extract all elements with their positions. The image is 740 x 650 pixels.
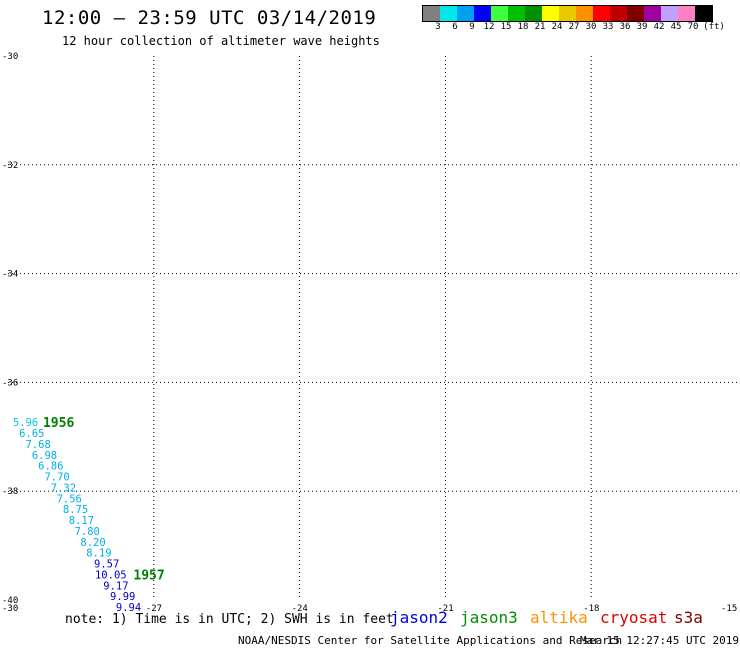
legend-label: 6 — [452, 22, 458, 32]
credit-line: NOAA/NESDIS Center for Satellite Applica… — [238, 634, 623, 647]
wave-height-value: 9.94 — [116, 602, 141, 614]
legend-labels: 3 6 9 12 15 18 21 24 27 30 33 36 39 42 45 70 (ft) — [422, 22, 732, 34]
longitude-label: -24 — [292, 604, 308, 614]
legend-swatch — [644, 6, 661, 21]
wave-height-value: 7.56 — [57, 493, 82, 505]
legend-label: 45 — [670, 22, 682, 32]
satellite-name-cryosat: cryosat — [600, 608, 668, 627]
legend-swatch — [457, 6, 474, 21]
legend-label: 33 — [602, 22, 614, 32]
legend-swatch — [678, 6, 695, 21]
legend-label: 30 — [585, 22, 597, 32]
legend-swatch — [661, 6, 678, 21]
legend-swatch — [423, 6, 440, 21]
wave-height-value: 8.75 — [63, 504, 88, 516]
legend-label: 70 — [687, 22, 699, 32]
latitude-label: -38 — [2, 487, 18, 497]
legend-swatch — [542, 6, 559, 21]
wave-height-color-legend — [422, 5, 713, 22]
legend-label: 42 — [653, 22, 665, 32]
wave-height-value: 9.17 — [103, 580, 128, 592]
satellite-name-jason3: jason3 — [460, 608, 518, 627]
latitude-label: -34 — [2, 270, 18, 280]
pass-time-label: 1956 — [43, 416, 74, 431]
legend-swatch — [695, 6, 712, 21]
legend-swatch — [593, 6, 610, 21]
wave-height-value: 7.32 — [51, 482, 76, 494]
legend-label: 12 — [483, 22, 495, 32]
wave-height-value: 7.80 — [75, 526, 100, 538]
latitude-label: -32 — [2, 161, 18, 171]
legend-swatch — [474, 6, 491, 21]
generated-timestamp: Mar 15 12:27:45 UTC 2019 — [580, 634, 739, 647]
satellite-name-altika: altika — [530, 608, 588, 627]
wave-height-value: 6.65 — [19, 428, 44, 440]
legend-swatch — [525, 6, 542, 21]
wave-height-value: 6.98 — [32, 450, 57, 462]
wave-height-value: 7.70 — [44, 472, 69, 484]
satellite-name-jason2: jason2 — [390, 608, 448, 627]
legend-swatch — [440, 6, 457, 21]
latitude-label: -40 — [2, 596, 18, 606]
pass-time-label: 1957 — [133, 568, 164, 583]
legend-label: 9 — [469, 22, 475, 32]
longitude-label: -27 — [146, 604, 162, 614]
legend-label: 27 — [568, 22, 580, 32]
legend-label: 24 — [551, 22, 563, 32]
wave-height-value: 5.96 — [13, 417, 38, 429]
wave-height-value: 7.68 — [25, 439, 50, 451]
graticule — [8, 56, 737, 600]
wave-height-value: 8.20 — [80, 537, 105, 549]
longitude-label: -30 — [2, 604, 18, 614]
footer-note: note: 1) Time is in UTC; 2) SWH is in fe… — [65, 612, 394, 627]
chart-title: 12:00 – 23:59 UTC 03/14/2019 — [42, 7, 377, 29]
longitude-label: -21 — [437, 604, 453, 614]
longitude-label: -15 — [721, 604, 737, 614]
legend-swatch — [559, 6, 576, 21]
wave-height-value: 9.57 — [94, 559, 119, 571]
legend-label: 39 — [636, 22, 648, 32]
wave-height-track: 5.966.657.686.986.867.707.327.568.758.17… — [13, 416, 165, 614]
satellite-name-s3a: s3a — [674, 608, 703, 627]
wave-height-value: 10.05 — [95, 569, 127, 581]
wave-height-value: 8.17 — [69, 515, 94, 527]
legend-label: 21 — [534, 22, 546, 32]
legend-label: 18 — [517, 22, 529, 32]
legend-label: 15 — [500, 22, 512, 32]
longitude-label: -18 — [583, 604, 599, 614]
legend-swatch — [610, 6, 627, 21]
latitude-label: -36 — [2, 378, 18, 388]
wave-height-value: 8.19 — [86, 548, 111, 560]
legend-swatch — [508, 6, 525, 21]
wave-height-value: 9.99 — [110, 591, 135, 603]
chart-subtitle: 12 hour collection of altimeter wave hei… — [62, 34, 380, 48]
axis-labels: -30-32-34-36-38-40-30 -27 -24 -21 -18 -15 — [2, 52, 737, 614]
legend-swatch — [576, 6, 593, 21]
legend-label: 36 — [619, 22, 631, 32]
legend-swatch — [491, 6, 508, 21]
latitude-label: -30 — [2, 52, 18, 62]
legend-swatch — [627, 6, 644, 21]
legend-label: (ft) — [703, 22, 725, 32]
legend-label: 3 — [435, 22, 441, 32]
wave-height-value: 6.86 — [38, 461, 63, 473]
